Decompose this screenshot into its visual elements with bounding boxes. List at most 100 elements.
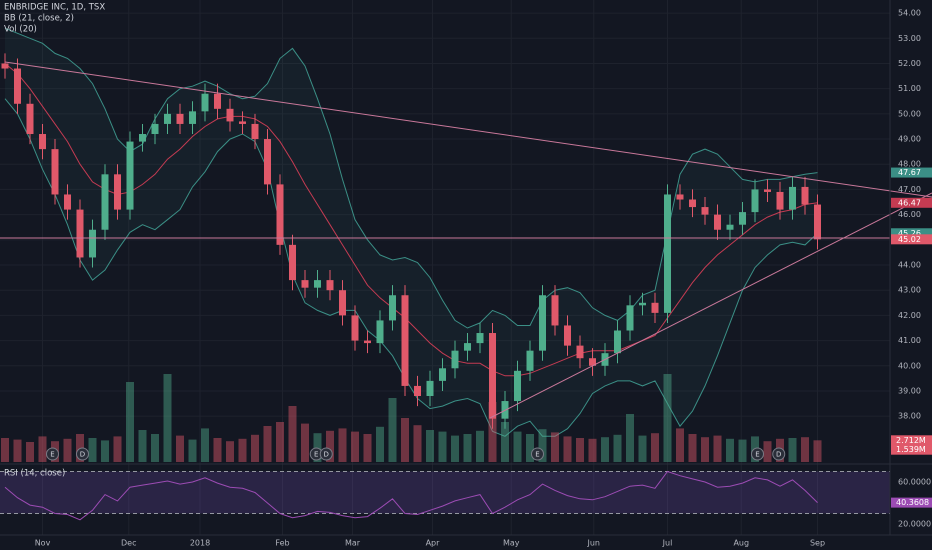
event-label: E <box>50 451 54 459</box>
volume-tag <box>891 435 932 446</box>
volume-bar <box>313 433 322 462</box>
candle-body <box>189 111 196 124</box>
candle-body <box>201 93 209 112</box>
volume-bar <box>463 434 472 462</box>
volume-bar <box>176 435 184 462</box>
candle-body <box>176 113 184 124</box>
candle-body <box>289 244 296 281</box>
x-tick-label: Aug <box>733 539 749 548</box>
volume-bar <box>338 428 347 462</box>
price-tag <box>891 167 932 178</box>
y-tick-label: 41.00 <box>898 336 921 345</box>
price-tag <box>891 228 932 239</box>
volume-bar <box>763 441 772 462</box>
trend-line <box>489 192 932 419</box>
candle-body <box>776 191 784 210</box>
chart-title: ENBRIDGE INC, 1D, TSX <box>4 3 105 13</box>
event-label: D <box>324 451 329 459</box>
candle-body <box>564 325 571 346</box>
candle-body <box>614 330 621 354</box>
y-tick-label: 44.00 <box>898 261 921 270</box>
candle-body <box>14 68 21 104</box>
volume-bar <box>513 431 522 462</box>
candle-body <box>314 280 321 288</box>
volume-bar <box>63 438 72 462</box>
volume-bar <box>476 430 484 462</box>
volume-bar <box>613 434 622 462</box>
volume-bar <box>213 438 222 462</box>
candle-body <box>389 295 396 321</box>
volume-bar <box>238 438 247 462</box>
candle-body <box>726 224 734 230</box>
volume-bar <box>738 439 747 462</box>
y-tick-label: 39.00 <box>898 386 921 395</box>
volume-bar <box>363 434 372 462</box>
grid-layer <box>0 0 890 535</box>
volume-bar <box>501 422 509 462</box>
candle-body <box>226 108 234 122</box>
candle-body <box>64 194 71 210</box>
candle-body <box>664 194 671 313</box>
candle-body <box>676 194 684 200</box>
candle-body <box>126 141 134 210</box>
volume-bar <box>576 438 584 462</box>
y-tick-label: 46.00 <box>898 210 921 219</box>
candle-body <box>426 380 434 396</box>
candle-body <box>451 350 459 369</box>
volume-bar <box>151 434 159 462</box>
candle-body <box>814 204 821 240</box>
y-tick-label: 54.00 <box>898 9 921 18</box>
volume-bar <box>376 426 384 462</box>
candle-body <box>739 212 746 225</box>
volume-bar <box>638 435 647 462</box>
rsi-tick-label: 60.0000 <box>898 478 931 487</box>
volume-bar <box>351 431 359 462</box>
candle-body <box>414 385 421 396</box>
candle-body <box>1 63 9 69</box>
x-tick-label: Nov <box>35 539 51 548</box>
candle-body <box>214 93 221 109</box>
volume-bar <box>651 433 659 462</box>
price-tag-label: 45.02 <box>898 235 921 244</box>
volume-bar <box>13 439 22 462</box>
y-tick-label: 52.00 <box>898 59 921 68</box>
y-tick-label: 42.00 <box>898 311 921 320</box>
volume-bar <box>388 398 397 462</box>
rsi-tag-label: 40.3608 <box>896 498 929 507</box>
candle-body <box>801 186 809 205</box>
x-tick-label: Apr <box>426 539 441 548</box>
rsi-title: RSI (14, close) <box>4 469 65 479</box>
volume-layer <box>1 374 822 462</box>
candle-body <box>364 340 371 344</box>
y-tick-label: 40.00 <box>898 361 921 370</box>
volume-bar <box>588 438 597 462</box>
event-label: E <box>314 451 318 459</box>
x-tick-label: May <box>503 539 520 548</box>
volume-bar <box>426 430 434 462</box>
rsi-line <box>4 470 818 521</box>
candle-body <box>76 209 84 258</box>
volume-bar <box>813 440 822 462</box>
volume-bar <box>38 436 47 462</box>
volume-bar <box>1 438 9 462</box>
x-tick-label: Jul <box>662 539 673 548</box>
volume-bar <box>526 434 534 462</box>
volume-bar <box>113 436 122 462</box>
volume-bar <box>263 426 272 462</box>
candle-body <box>251 123 259 140</box>
candle-body <box>764 189 771 192</box>
volume-bar <box>401 418 409 462</box>
price-tag-label: 46.47 <box>898 198 921 207</box>
x-tick-label: Jun <box>587 539 601 548</box>
volume-bar <box>726 438 734 462</box>
bb-upper <box>4 27 818 329</box>
price-tag-label: 47.67 <box>898 168 921 177</box>
event-label: E <box>755 451 759 459</box>
y-tick-label: 47.00 <box>898 185 921 194</box>
y-tick-label: 48.00 <box>898 160 921 169</box>
volume-bar <box>126 382 134 462</box>
candle-body <box>351 315 359 341</box>
